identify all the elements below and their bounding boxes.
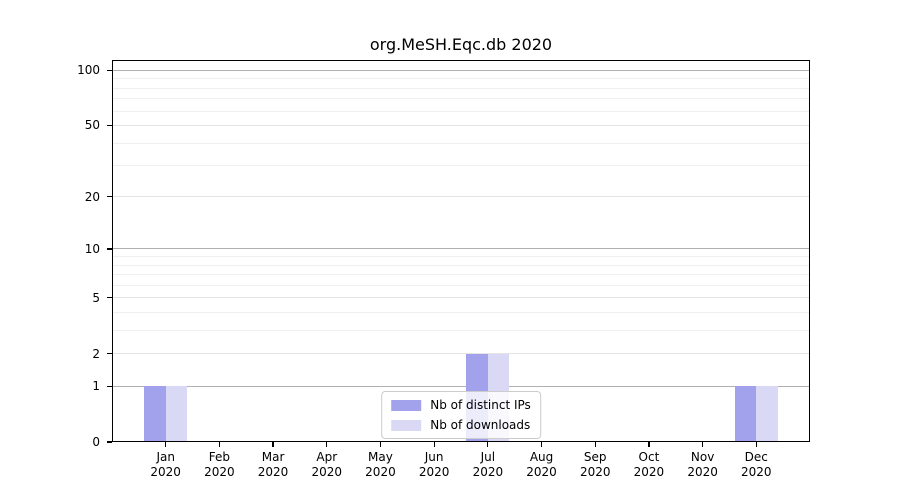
y-tick-label-0: 0	[92, 435, 100, 449]
bar-jan-distinct-ips	[144, 386, 166, 442]
x-tick-dec	[755, 442, 757, 447]
x-tick-jan	[165, 442, 167, 447]
legend-label-distinct-ips: Nb of distinct IPs	[430, 398, 531, 412]
x-tick-feb	[218, 442, 220, 447]
y-tick-label-10: 10	[84, 241, 100, 256]
legend-swatch-downloads	[391, 419, 422, 431]
bar-jan-downloads	[165, 386, 188, 442]
gridline-y-2	[112, 353, 810, 355]
legend-swatch-distinct-ips	[391, 399, 422, 411]
gridline-y-5	[112, 297, 810, 299]
grid-layer	[112, 60, 810, 442]
gridline-y-4	[112, 311, 810, 313]
y-tick-1	[107, 385, 112, 387]
bar-dec-downloads	[756, 386, 778, 442]
y-tick-label-50: 50	[84, 118, 100, 133]
gridline-y-50	[112, 124, 810, 126]
gridline-y-8	[112, 264, 810, 266]
x-tick-jun	[433, 442, 435, 447]
y-tick-20	[107, 196, 112, 198]
y-tick-5	[107, 297, 112, 299]
gridline-y-70	[112, 98, 810, 100]
x-tick-label-jul: Jul 2020	[472, 450, 504, 479]
gridline-y-40	[112, 142, 810, 144]
gridline-y-6	[112, 284, 810, 286]
x-tick-may	[379, 442, 382, 447]
y-tick-label-20: 20	[84, 189, 100, 204]
x-tick-label-apr: Apr 2020	[311, 450, 343, 479]
gridline-y-7	[112, 274, 810, 276]
y-tick-label-2: 2	[92, 346, 100, 361]
x-tick-label-mar: Mar 2020	[257, 450, 289, 479]
legend: Nb of distinct IPs Nb of downloads	[381, 391, 541, 439]
x-tick-apr	[326, 442, 328, 447]
x-tick-label-feb: Feb 2020	[204, 450, 235, 479]
y-tick-0	[107, 441, 112, 443]
y-tick-100	[107, 69, 112, 72]
gridline-y-9	[112, 256, 810, 258]
gridline-y-20	[112, 196, 810, 198]
x-tick-sep	[594, 442, 596, 447]
gridline-y-30	[112, 165, 810, 167]
y-tick-label-5: 5	[92, 290, 100, 305]
x-tick-mar	[272, 442, 274, 447]
bar-dec-distinct-ips	[734, 386, 757, 442]
gridline-y-1	[112, 385, 810, 387]
y-tick-50	[107, 124, 112, 127]
gridline-y-3	[112, 329, 810, 331]
x-tick-jul	[487, 442, 489, 447]
x-tick-label-jun: Jun 2020	[418, 450, 450, 479]
chart-title: org.MeSH.Eqc.db 2020	[369, 35, 553, 54]
x-tick-label-may: May 2020	[365, 450, 396, 479]
x-tick-label-jan: Jan 2020	[150, 450, 181, 479]
x-tick-label-nov: Nov 2020	[687, 450, 718, 479]
bars-layer	[112, 60, 810, 442]
legend-item-downloads: Nb of downloads	[391, 418, 531, 432]
gridline-y-100	[112, 69, 810, 71]
gridline-y-10	[112, 248, 810, 250]
y-tick-label-100: 100	[77, 63, 100, 78]
plot-area	[107, 60, 810, 447]
x-tick-label-sep: Sep 2020	[579, 450, 611, 479]
y-tick-2	[107, 352, 112, 355]
x-tick-nov	[702, 442, 704, 447]
y-tick-label-1: 1	[92, 379, 100, 394]
legend-item-distinct-ips: Nb of distinct IPs	[391, 398, 531, 412]
x-tick-aug	[540, 442, 543, 447]
x-tick-oct	[648, 442, 650, 447]
gridline-y-60	[112, 110, 810, 112]
y-tick-10	[107, 248, 112, 250]
x-tick-label-dec: Dec 2020	[741, 450, 772, 479]
x-tick-label-oct: Oct 2020	[633, 450, 665, 479]
legend-label-downloads: Nb of downloads	[430, 418, 531, 432]
x-tick-label-aug: Aug 2020	[526, 450, 557, 479]
gridline-y-90	[112, 78, 810, 80]
gridline-y-80	[112, 87, 810, 89]
